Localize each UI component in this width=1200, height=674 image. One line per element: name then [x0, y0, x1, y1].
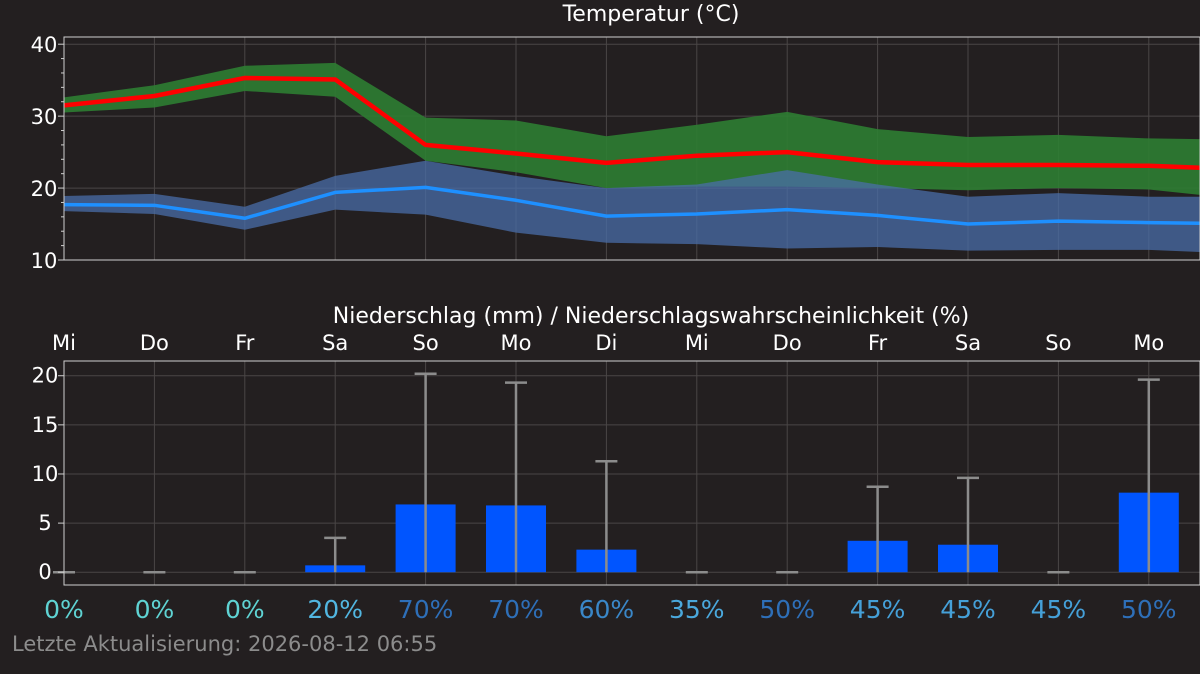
day-label: So	[1045, 331, 1071, 355]
probability-label: 45%	[850, 595, 906, 624]
precipitation-plot-frame	[63, 360, 1200, 586]
day-label: Do	[140, 331, 169, 355]
probability-label: 50%	[759, 595, 815, 624]
day-label: So	[413, 331, 439, 355]
day-label: Mo	[501, 331, 532, 355]
last-updated: Letzte Aktualisierung: 2026-08-12 06:55	[12, 632, 437, 656]
temperature-y-axis: 10 20 30 40	[31, 33, 64, 273]
temperature-min-band	[64, 160, 1200, 252]
probability-label: 45%	[1031, 595, 1087, 624]
probability-label: 0%	[135, 595, 175, 624]
probability-label: 20%	[307, 595, 363, 624]
temperature-min-line	[63, 185, 1200, 226]
day-label: Di	[595, 331, 617, 355]
probability-label: 70%	[488, 595, 544, 624]
temperature-tick-label: 10	[31, 249, 58, 273]
day-label: Mi	[52, 331, 76, 355]
day-labels: Mi Do Fr Sa So Mo Di Mi Do Fr Sa So Mo	[52, 331, 1164, 355]
temperature-max-line	[63, 75, 1200, 171]
day-label: Sa	[322, 331, 348, 355]
precipitation-tick-label: 20	[32, 364, 59, 388]
precipitation-tick-label: 10	[32, 462, 59, 486]
precipitation-tick-label: 5	[38, 511, 51, 535]
day-label: Do	[773, 331, 802, 355]
precipitation-title: Niederschlag (mm) / Niederschlagswahrsch…	[333, 304, 969, 329]
day-label: Mo	[1133, 331, 1164, 355]
day-label: Mi	[685, 331, 709, 355]
temperature-tick-label: 20	[31, 177, 58, 201]
probability-label: 45%	[940, 595, 996, 624]
probability-label: 35%	[669, 595, 725, 624]
precipitation-y-axis: 0 5 10 15 20	[32, 364, 64, 584]
temperature-tick-label: 30	[31, 105, 58, 129]
temperature-max-band	[64, 62, 1200, 195]
precipitation-bars	[305, 492, 1179, 573]
day-label: Fr	[868, 331, 888, 355]
temperature-lines	[63, 75, 1200, 226]
probability-label: 70%	[398, 595, 454, 624]
precipitation-whiskers	[53, 372, 1160, 574]
probability-label: 0%	[44, 595, 84, 624]
day-label: Fr	[235, 331, 255, 355]
day-label: Sa	[955, 331, 981, 355]
probability-label: 0%	[225, 595, 265, 624]
temperature-plot-frame	[63, 36, 1200, 261]
temperature-title: Temperatur (°C)	[562, 2, 740, 27]
temperature-tick-label: 40	[31, 33, 58, 57]
precipitation-tick-label: 0	[38, 560, 51, 584]
probability-label: 50%	[1121, 595, 1177, 624]
probability-labels: 0% 0% 0% 20% 70% 70% 60% 35% 50% 45% 45% 45% 50%	[44, 595, 1176, 624]
probability-label: 60%	[579, 595, 635, 624]
precipitation-tick-label: 15	[32, 413, 59, 437]
